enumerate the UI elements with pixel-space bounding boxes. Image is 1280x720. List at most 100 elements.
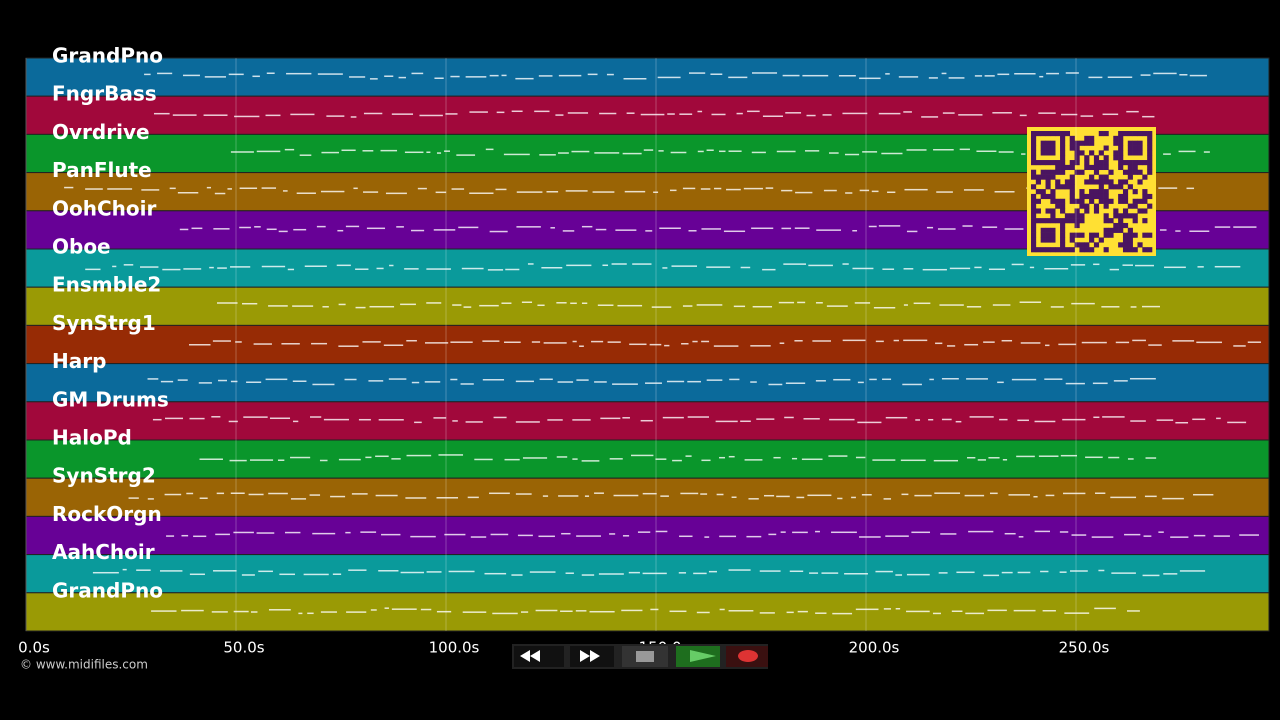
note (1108, 456, 1120, 459)
track-name: HaloPd (52, 426, 132, 450)
qr-cell (1089, 198, 1095, 204)
note (666, 380, 685, 383)
qr-cell (1127, 184, 1133, 190)
qr-cell (1137, 131, 1143, 137)
note (362, 341, 381, 343)
qr-cell (1035, 174, 1041, 180)
forward-button[interactable] (570, 646, 614, 667)
qr-cell (1122, 169, 1129, 175)
note (1189, 74, 1207, 77)
note (623, 78, 647, 80)
note (1046, 72, 1059, 75)
note (490, 533, 509, 536)
stop-button[interactable] (622, 646, 668, 667)
note (861, 494, 872, 496)
note (688, 72, 706, 74)
qr-cell (1127, 145, 1133, 151)
note (1109, 268, 1119, 271)
note (1029, 266, 1035, 269)
qr-cell (1055, 169, 1061, 175)
note (516, 226, 541, 228)
note (1141, 305, 1160, 308)
qr-cell (1093, 169, 1100, 175)
note (181, 534, 189, 537)
qr-cell (1069, 174, 1075, 180)
note (1110, 496, 1137, 499)
note (687, 416, 709, 418)
note (198, 382, 212, 384)
note (901, 493, 909, 496)
note (189, 417, 205, 420)
note (1098, 569, 1105, 572)
note (581, 574, 595, 576)
qr-cell (1147, 203, 1153, 209)
play-button[interactable] (676, 646, 720, 667)
note (708, 570, 717, 573)
note (624, 190, 646, 193)
note (581, 460, 600, 462)
note (1102, 416, 1125, 418)
note (887, 191, 896, 194)
qr-cell (1050, 213, 1056, 219)
note (542, 495, 549, 497)
note (1172, 340, 1195, 342)
qr-cell (1103, 203, 1109, 209)
note (248, 493, 264, 496)
note (268, 609, 291, 611)
note (932, 612, 941, 615)
note (669, 189, 677, 192)
rewind-button[interactable] (514, 646, 564, 667)
note (987, 609, 1007, 612)
note (906, 610, 930, 613)
note (1192, 418, 1206, 421)
qr-cell (1089, 232, 1095, 238)
qr-cell (1137, 160, 1143, 166)
record-button[interactable] (726, 646, 768, 667)
note (465, 421, 483, 423)
note (338, 303, 346, 306)
note (391, 458, 401, 460)
note (217, 267, 227, 269)
note (85, 188, 103, 190)
note (900, 459, 926, 462)
note (353, 187, 358, 190)
note (1178, 150, 1196, 153)
note (696, 611, 710, 614)
qr-cell (1035, 208, 1041, 214)
note (250, 611, 258, 613)
note (1001, 571, 1013, 574)
note (859, 536, 881, 538)
note (751, 227, 774, 230)
note (162, 268, 181, 271)
note (697, 150, 704, 153)
note (151, 610, 177, 612)
qr-cell (1055, 203, 1061, 209)
note (852, 267, 874, 270)
note (1132, 339, 1146, 342)
qr-cell (1079, 150, 1085, 156)
time-tick-label: 250.0s (1059, 639, 1110, 657)
qr-cell (1098, 237, 1104, 243)
note (388, 378, 407, 380)
note (565, 190, 588, 192)
note (424, 381, 441, 383)
qr-cell (1132, 131, 1138, 137)
qr-cell (1031, 174, 1037, 180)
qr-cell (1137, 169, 1143, 175)
note (572, 419, 591, 421)
note (878, 225, 901, 227)
note (1239, 534, 1259, 536)
note (538, 535, 555, 538)
note (581, 225, 593, 228)
qr-cell (1035, 160, 1041, 166)
note (794, 340, 803, 342)
note (186, 492, 194, 495)
note (612, 383, 638, 385)
qr-cell (1118, 179, 1124, 185)
note (521, 301, 533, 304)
note (451, 188, 465, 190)
qr-cell (1069, 179, 1075, 185)
note (123, 264, 134, 266)
